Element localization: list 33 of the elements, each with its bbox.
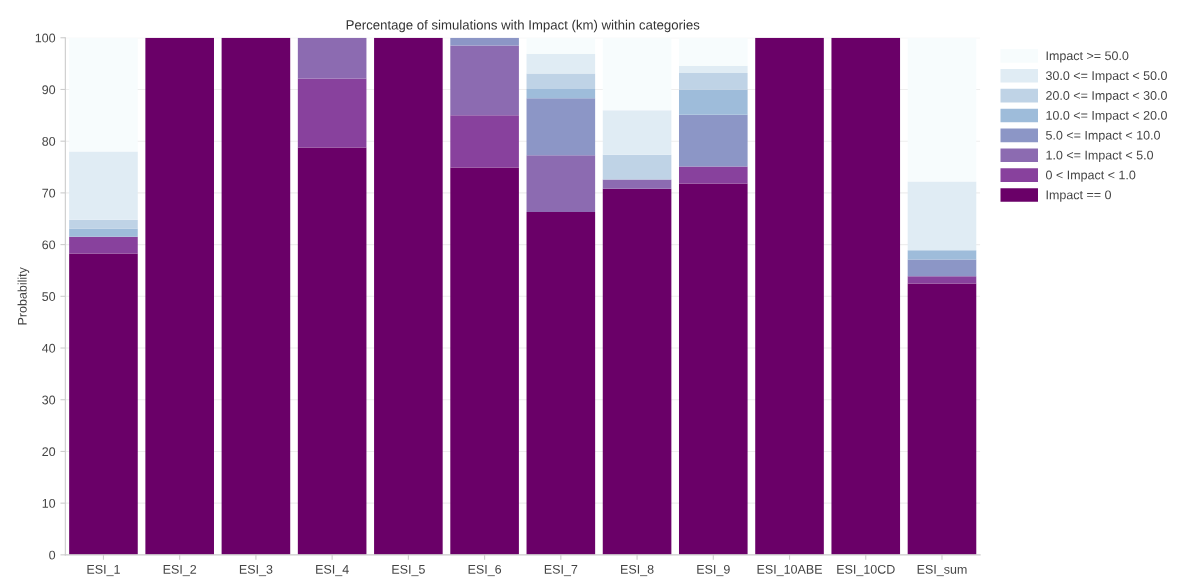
x-tick-label: ESI_1 xyxy=(87,564,120,577)
y-axis-title: Probability xyxy=(17,267,30,325)
x-tick-label: ESI_6 xyxy=(468,564,502,577)
x-tick-label: ESI_8 xyxy=(621,564,654,577)
x-tick-label: ESI_4 xyxy=(316,564,349,577)
x-tick-label: ESI_7 xyxy=(544,564,578,577)
legend-label: 1.0 <= Impact < 5.0 xyxy=(1046,150,1154,162)
y-tick-label: 70 xyxy=(42,188,56,198)
legend-label: 30.0 <= Impact < 50.0 xyxy=(1045,71,1167,83)
x-tick-label: ESI_5 xyxy=(392,564,425,577)
x-tick-label: ESI_sum xyxy=(917,564,967,577)
legend-label: 10.0 <= Impact < 20.0 xyxy=(1046,110,1167,123)
legend-label: 5.0 <= Impact < 10.0 xyxy=(1046,130,1161,143)
x-tick-label: ESI_10CD xyxy=(837,564,895,577)
y-tick-label: 40 xyxy=(42,343,56,353)
x-tick-label: ESI_3 xyxy=(239,564,273,577)
y-tick-label: 10 xyxy=(42,498,56,508)
y-tick-label: 80 xyxy=(42,136,56,146)
y-tick-label: 100 xyxy=(35,33,56,43)
y-tick-label: 30 xyxy=(42,395,56,405)
y-tick-label: 50 xyxy=(42,292,56,301)
y-tick-label: 60 xyxy=(42,240,56,250)
chart-title: Percentage of simulations with Impact (km) within categories xyxy=(346,19,700,33)
x-tick-label: ESI_9 xyxy=(697,564,730,577)
legend-label: Impact == 0 xyxy=(1046,190,1112,202)
x-tick-label: ESI_10ABE xyxy=(757,564,822,577)
legend-label: 20.0 <= Impact < 30.0 xyxy=(1046,91,1167,103)
legend-label: 0 < Impact < 1.0 xyxy=(1045,170,1136,182)
legend-label: Impact >= 50.0 xyxy=(1046,51,1129,63)
x-tick-label: ESI_2 xyxy=(163,564,197,577)
y-tick-label: 90 xyxy=(42,85,56,95)
y-tick-label: 20 xyxy=(42,447,56,457)
y-tick-label: 0 xyxy=(49,550,56,560)
